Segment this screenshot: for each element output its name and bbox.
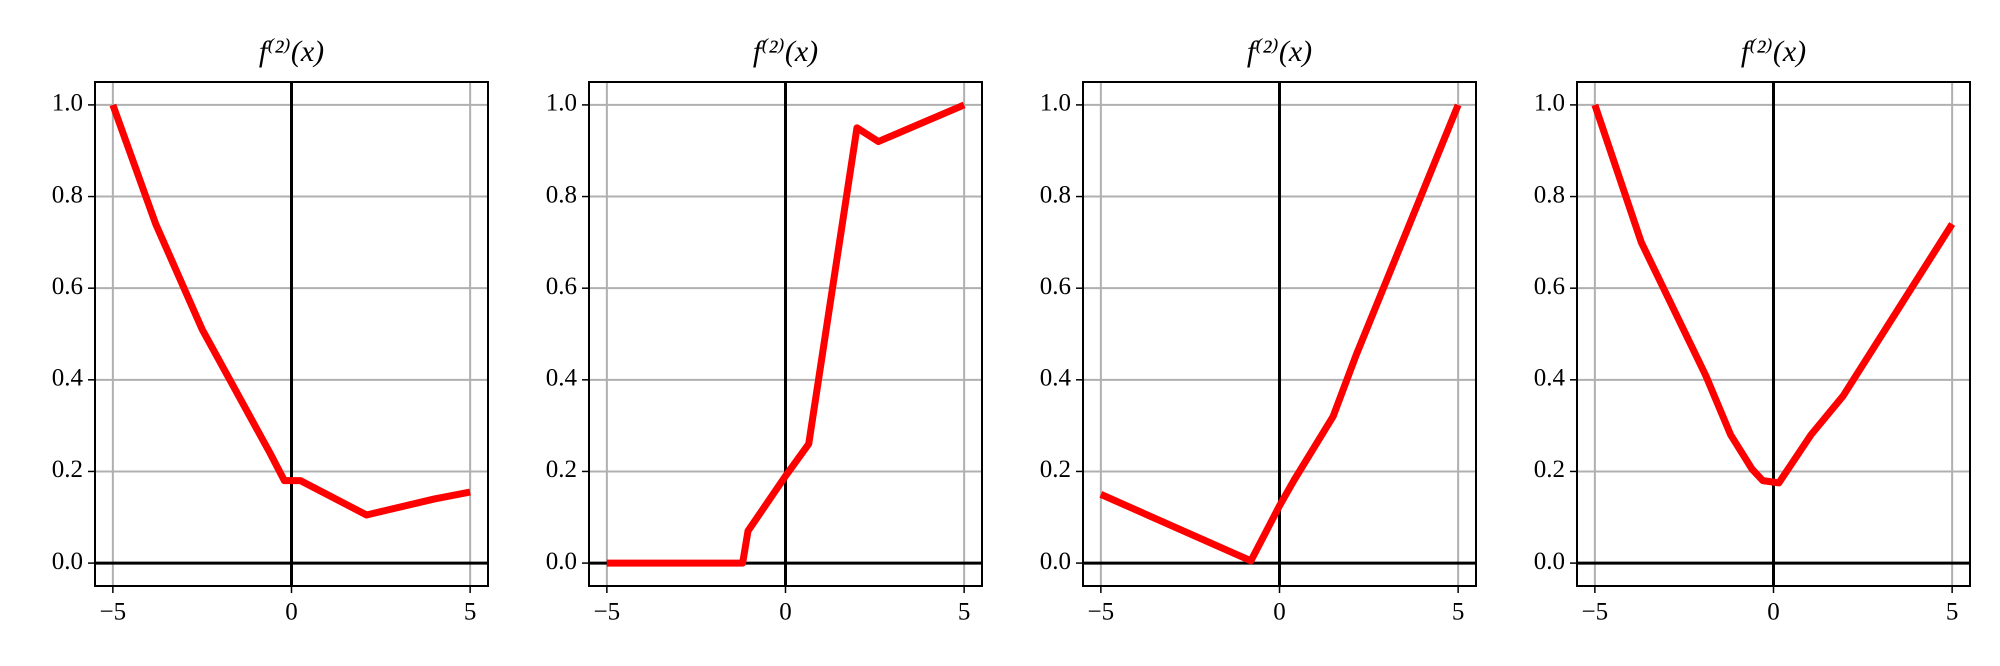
y-tick-label: 1.0	[1534, 90, 1565, 117]
x-tick-label: −5	[594, 599, 621, 626]
y-tick-label: 0.2	[546, 456, 577, 483]
axes-frame	[1576, 81, 1971, 587]
x-tick-label: 0	[1767, 599, 1780, 626]
y-tick-label: 0.8	[546, 181, 577, 208]
line-series	[606, 101, 966, 567]
chart-title: f⁽²⁾(x)	[1247, 35, 1312, 68]
x-tick-label: 0	[285, 599, 298, 626]
chart-title: f⁽²⁾(x)	[753, 35, 818, 68]
x-tick-label: −5	[100, 599, 127, 626]
x-tick-label: −5	[1088, 599, 1115, 626]
y-tick-label: 0.0	[1040, 548, 1071, 575]
x-tick-label: 5	[1946, 599, 1959, 626]
line-series	[109, 103, 471, 519]
y-tick-label: 0.4	[52, 365, 84, 392]
y-tick-label: 0.4	[546, 365, 578, 392]
axes-frame	[1082, 81, 1477, 587]
line-series	[1099, 103, 1462, 565]
x-tick-label: 0	[1273, 599, 1286, 626]
y-tick-label: 1.0	[1040, 90, 1071, 117]
y-tick-label: 0.6	[1040, 273, 1071, 300]
y-tick-label: 0.2	[1040, 456, 1071, 483]
x-tick-label: −5	[1582, 599, 1609, 626]
line-series	[1591, 103, 1956, 487]
axes-frame	[588, 81, 983, 587]
x-tick-label: 0	[779, 599, 792, 626]
y-tick-label: 0.2	[1534, 456, 1565, 483]
chart-title: f⁽²⁾(x)	[259, 35, 324, 68]
y-tick-label: 0.4	[1534, 365, 1566, 392]
y-tick-label: 0.6	[546, 273, 577, 300]
y-tick-label: 0.6	[52, 273, 83, 300]
y-tick-label: 0.4	[1040, 365, 1072, 392]
x-tick-label: 5	[958, 599, 971, 626]
x-tick-label: 5	[1452, 599, 1465, 626]
y-tick-label: 0.0	[52, 548, 83, 575]
y-tick-label: 0.0	[1534, 548, 1565, 575]
x-tick-label: 5	[464, 599, 477, 626]
y-tick-label: 0.0	[546, 548, 577, 575]
y-tick-label: 0.8	[1534, 181, 1565, 208]
y-tick-label: 1.0	[52, 90, 83, 117]
y-tick-label: 0.6	[1534, 273, 1565, 300]
chart-title: f⁽²⁾(x)	[1741, 35, 1806, 68]
axes-frame	[94, 81, 489, 587]
y-tick-label: 0.8	[1040, 181, 1071, 208]
y-tick-label: 0.2	[52, 456, 83, 483]
y-tick-label: 0.8	[52, 181, 83, 208]
y-tick-label: 1.0	[546, 90, 577, 117]
